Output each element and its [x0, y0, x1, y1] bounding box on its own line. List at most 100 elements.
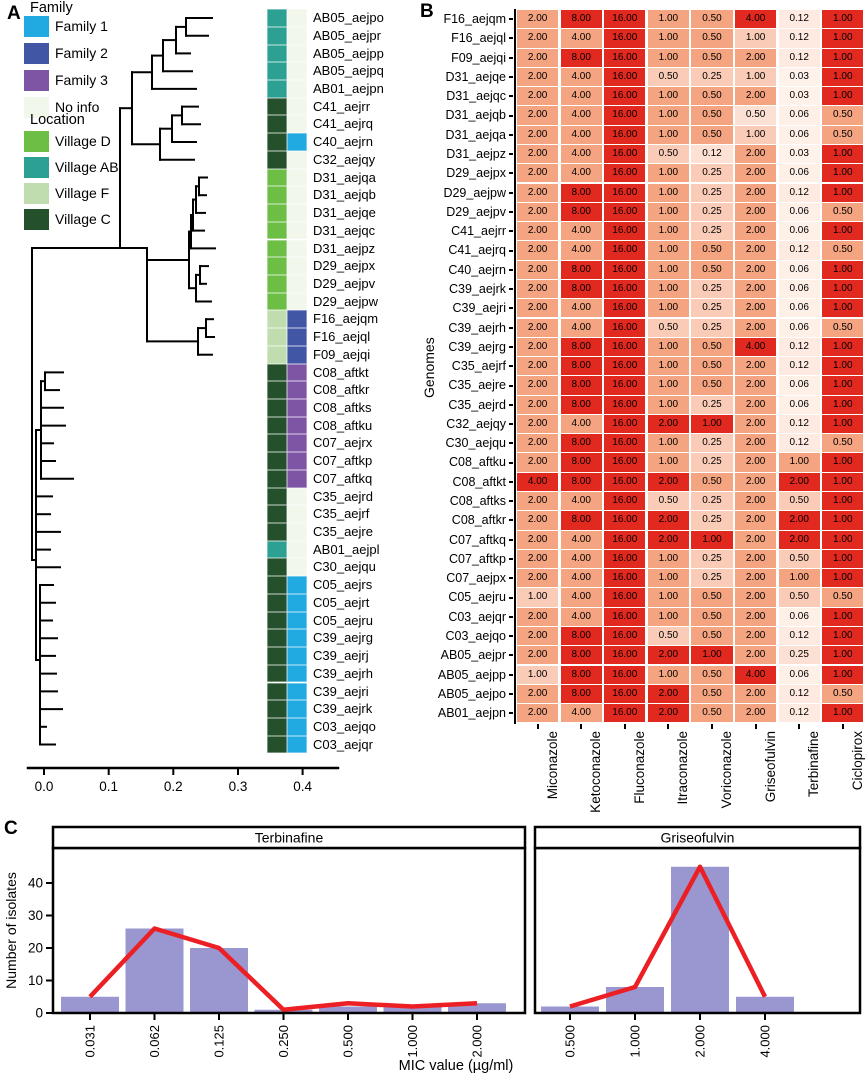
- tip-family-swatch: [287, 168, 307, 187]
- heatmap-cell: 8.00: [560, 48, 602, 67]
- tip-family-swatch: [287, 44, 307, 63]
- heatmap-cell: 2.00: [517, 125, 559, 144]
- tip-location-swatch: [267, 593, 287, 612]
- heatmap-cell: 1.00: [691, 530, 733, 549]
- heatmap-row-tick: [509, 249, 513, 252]
- heatmap-row-label: C41_aejrq: [448, 243, 506, 258]
- heatmap-row-label: D31_aejqe: [445, 69, 506, 84]
- heatmap-cell: 0.25: [691, 318, 733, 337]
- facet-strip: [51, 825, 527, 850]
- heatmap-cell: 2.00: [517, 183, 559, 202]
- heatmap-row-tick: [509, 693, 513, 695]
- heatmap-cell: 1.00: [647, 29, 689, 48]
- heatmap-cell: 16.00: [604, 106, 646, 125]
- heatmap-cell: 2.00: [517, 530, 559, 549]
- tip-label: D29_aejpw: [313, 293, 379, 309]
- tip-label: C39_aejri: [313, 683, 369, 699]
- legend-location-title: Location: [30, 112, 85, 128]
- tip-label: AB05_aejpr: [313, 27, 381, 43]
- tip-label: D29_aejpv: [313, 275, 376, 291]
- heatmap-column-tick: [580, 724, 583, 729]
- heatmap-row-label: C03_aejqo: [445, 629, 506, 643]
- heatmap-column-tick: [667, 724, 670, 729]
- heatmap-row-tick: [509, 307, 513, 310]
- legend-color-swatch: [24, 43, 49, 64]
- heatmap-column-label: Ciclopirox: [849, 731, 865, 791]
- heatmap-cell: 2.00: [517, 627, 559, 646]
- heatmap-row-label: C39_aejrk: [449, 281, 506, 296]
- heatmap-cell: 1.00: [647, 241, 689, 260]
- tip-label: C03_aejqo: [313, 718, 376, 734]
- tip-family-swatch: [287, 593, 307, 612]
- histogram-x-tick-label: 2.000: [470, 1025, 485, 1058]
- heatmap-cell: 0.50: [822, 241, 864, 260]
- heatmap-cell: 4.00: [560, 87, 602, 106]
- heatmap-cell: 1.00: [822, 472, 864, 491]
- heatmap-cell: 2.00: [735, 202, 777, 222]
- heatmap-cell: 2.00: [735, 704, 777, 723]
- heatmap-row-tick: [509, 288, 513, 291]
- heatmap-row-tick: [509, 18, 513, 21]
- heatmap-row-tick: [509, 153, 513, 156]
- heatmap-cell: 16.00: [604, 665, 646, 684]
- frequency-line: [569, 864, 768, 1009]
- tree-scale-tick-label: 0.3: [229, 779, 248, 794]
- heatmap-cell: 0.25: [691, 511, 733, 530]
- histogram-y-tick-label: 20: [28, 941, 43, 956]
- heatmap-cell: 1.00: [647, 588, 689, 607]
- histogram-x-tick-label: 0.500: [563, 1025, 578, 1058]
- histogram-x-axis-title: MIC value (µg/ml): [399, 1058, 514, 1074]
- heatmap-cell: 2.00: [647, 530, 689, 549]
- tip-family-swatch: [287, 416, 307, 435]
- heatmap-row-label: C03_aejqr: [448, 609, 506, 624]
- heatmap-cell: 0.50: [691, 337, 733, 357]
- tip-label: C40_aejrn: [313, 134, 373, 150]
- tip-family-swatch: [287, 611, 307, 630]
- heatmap-cell: 1.00: [822, 530, 864, 549]
- heatmap-cell: 2.00: [517, 511, 559, 530]
- heatmap-cell: 2.00: [735, 549, 777, 569]
- heatmap-cell: 16.00: [604, 530, 646, 549]
- heatmap-cell: 2.00: [517, 357, 559, 376]
- tip-location-swatch: [267, 62, 287, 80]
- heatmap-row-label: C08_aftks: [449, 494, 506, 508]
- heatmap-cell: 1.00: [822, 279, 864, 299]
- heatmap-cell: 1.00: [647, 665, 689, 684]
- heatmap-row-tick: [509, 596, 513, 599]
- heatmap-row-tick: [509, 56, 513, 59]
- tip-label: C30_aejqu: [313, 559, 376, 575]
- heatmap-cell: 0.50: [822, 202, 864, 222]
- heatmap-cell: 0.06: [778, 106, 820, 125]
- heatmap-cell: 0.25: [691, 395, 733, 414]
- heatmap-cell: 0.12: [778, 183, 820, 202]
- tip-location-swatch: [267, 310, 287, 329]
- heatmap-row-tick: [509, 461, 513, 464]
- tip-location-swatch: [267, 381, 287, 399]
- heatmap-row-tick: [509, 712, 513, 715]
- tip-family-swatch: [287, 150, 307, 169]
- heatmap-cell: 2.00: [517, 279, 559, 299]
- histogram-x-tick-label: 1.000: [628, 1025, 643, 1058]
- tip-location-swatch: [267, 80, 287, 98]
- heatmap-row-label: C08_aftkt: [452, 474, 506, 489]
- heatmap-row-tick: [509, 95, 513, 98]
- heatmap-cell: 1.00: [822, 511, 864, 530]
- heatmap-row-label: D31_aejqa: [445, 127, 506, 142]
- panel-b-label: B: [420, 1, 434, 22]
- heatmap-row-label: D31_aejqb: [445, 108, 506, 123]
- tip-family-swatch: [287, 487, 307, 506]
- tip-location-swatch: [267, 204, 287, 222]
- heatmap-cell: 1.00: [822, 665, 864, 684]
- heatmap-row-tick: [509, 480, 513, 483]
- heatmap-cell: 4.00: [735, 665, 777, 684]
- heatmap-cell: 2.00: [735, 569, 777, 588]
- heatmap-cell: 0.06: [778, 376, 820, 395]
- histogram-bar: [319, 1006, 377, 1013]
- tip-location-swatch: [267, 363, 287, 382]
- heatmap-cell: 16.00: [604, 434, 646, 453]
- heatmap-cell: 0.12: [778, 357, 820, 376]
- heatmap-column-tick: [536, 724, 539, 729]
- heatmap-row-tick: [509, 403, 513, 406]
- tip-family-swatch: [287, 434, 307, 453]
- heatmap-cell: 8.00: [560, 511, 602, 530]
